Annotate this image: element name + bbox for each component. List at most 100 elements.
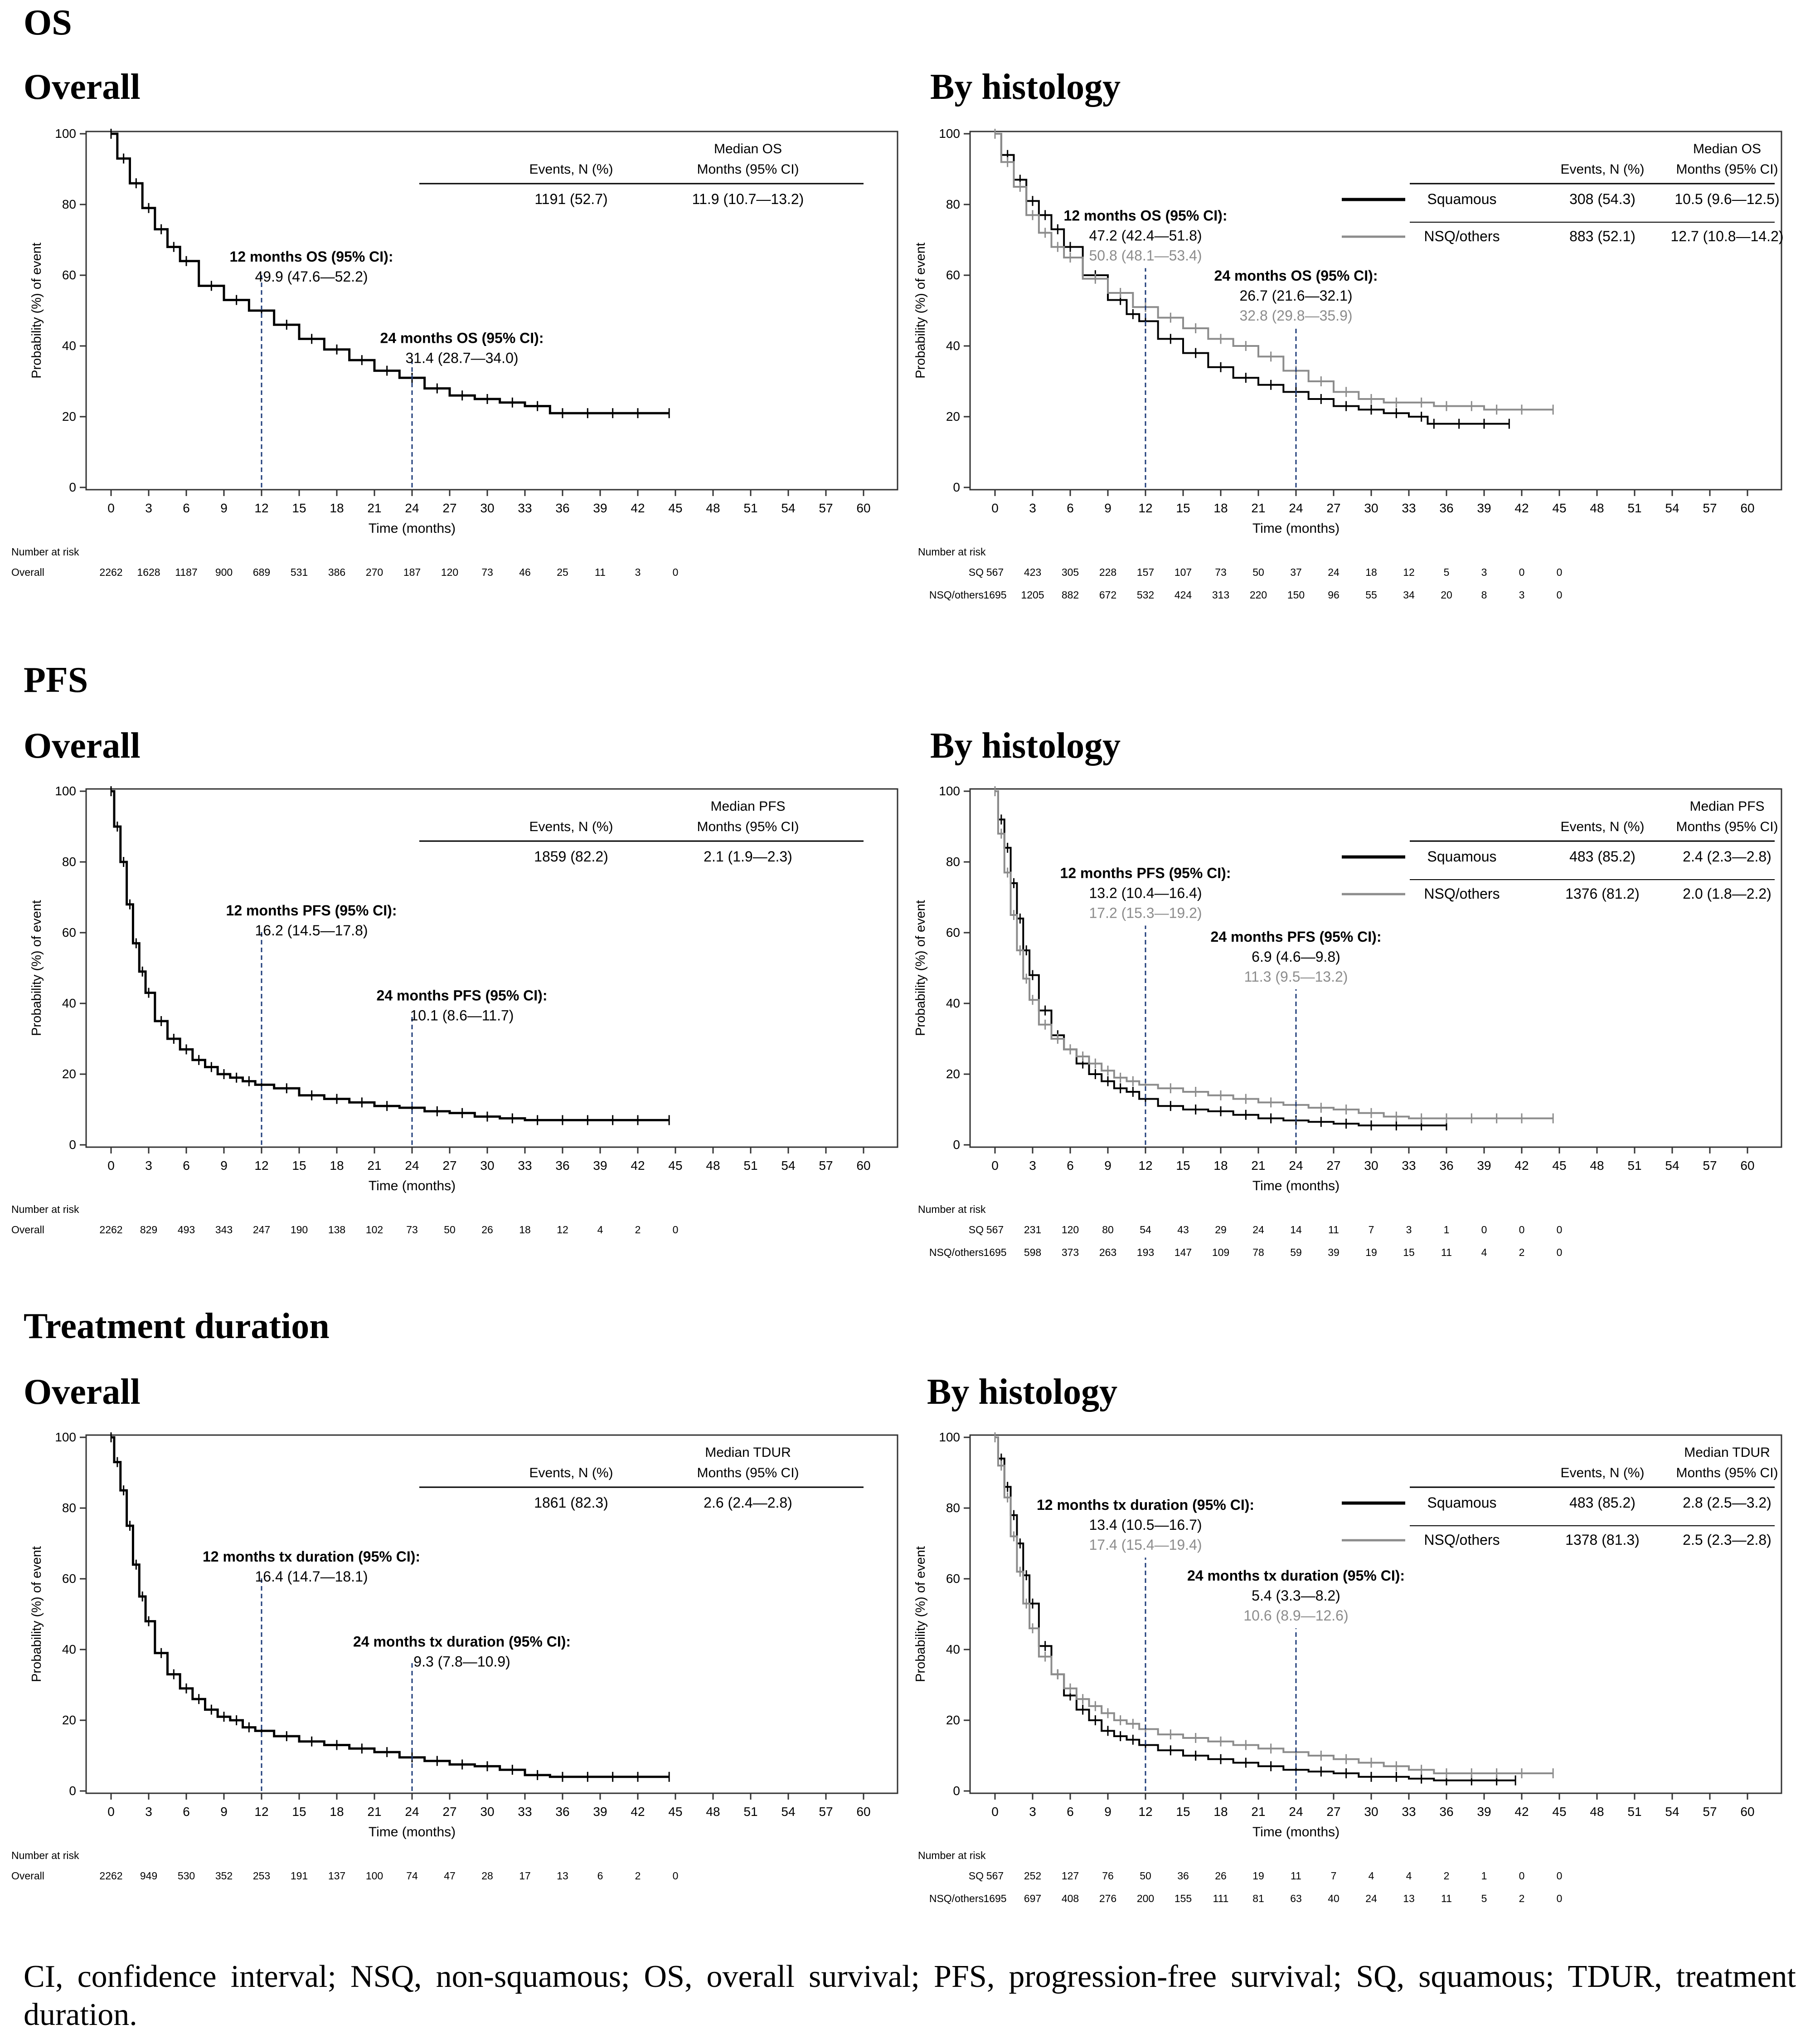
x-tick-label: 36 [1439,501,1453,515]
legend-label: Squamous [1427,848,1497,865]
marker-value: 16.2 (14.5—17.8) [255,922,368,939]
section-title-os: OS [24,3,72,43]
marker-label: 24 months OS (95% CI): [1214,268,1378,284]
risk-value: 697 [1024,1893,1041,1904]
x-axis-label: Time (months) [369,521,456,536]
risk-row-label: SQ [969,1870,984,1882]
events-header: Events, N (%) [529,1465,613,1480]
marker-value: 10.1 (8.6—11.7) [410,1007,514,1023]
risk-value: 37 [1290,566,1302,578]
x-tick-label: 9 [220,1158,228,1173]
x-tick-label: 42 [631,1158,645,1173]
marker-value: 49.9 (47.6—52.2) [255,268,368,285]
risk-table-title: Number at risk [918,546,986,558]
risk-value: 228 [1099,566,1116,578]
risk-value: 2262 [99,1870,122,1882]
marker-value: 17.2 (15.3—19.2) [1089,905,1202,921]
risk-value: 25 [557,566,568,578]
marker-label: 12 months tx duration (95% CI): [203,1548,420,1565]
risk-value: 127 [1062,1870,1079,1882]
x-tick-label: 48 [706,1805,720,1819]
y-tick-label: 100 [55,127,76,141]
marker-label: 24 months OS (95% CI): [380,330,544,346]
events-header: Events, N (%) [529,819,613,834]
x-tick-label: 12 [1138,1158,1152,1173]
x-tick-label: 12 [254,501,268,515]
risk-value: 900 [215,566,233,578]
marker-value: 17.4 (15.4—19.4) [1089,1537,1202,1553]
x-tick-label: 6 [1067,1158,1074,1173]
risk-value: 50 [1252,566,1264,578]
x-tick-label: 48 [706,501,720,515]
risk-value: 190 [291,1224,308,1236]
y-tick-label: 80 [946,1501,960,1515]
x-tick-label: 18 [330,1805,344,1819]
risk-value: 567 [986,1224,1004,1236]
median-header: Median OS [714,141,782,156]
median-header: Median PFS [1689,799,1764,814]
x-axis-label: Time (months) [369,1825,456,1840]
risk-value: 1 [1444,1224,1450,1236]
y-tick-label: 20 [62,409,76,423]
y-axis-label: Probability (%) of event [913,243,928,379]
events-value: 1376 (81.2) [1565,886,1640,902]
x-tick-label: 30 [1364,1805,1378,1819]
x-tick-label: 33 [518,1158,532,1173]
legend-label: Squamous [1427,1494,1497,1511]
x-tick-label: 9 [1104,501,1111,515]
events-header: Events, N (%) [529,162,613,177]
x-tick-label: 42 [1514,1158,1529,1173]
y-tick-label: 60 [62,1572,76,1586]
x-tick-label: 3 [1029,501,1036,515]
risk-value: 408 [1062,1893,1079,1904]
median-header: Median TDUR [1684,1445,1770,1460]
risk-value: 0 [673,566,679,578]
km-curve-overall [111,790,670,1121]
marker-value: 6.9 (4.6—9.8) [1252,949,1340,965]
risk-value: 155 [1175,1893,1192,1904]
y-tick-label: 60 [62,268,76,282]
risk-value: 386 [328,566,345,578]
y-tick-label: 100 [939,784,960,798]
risk-value: 13 [557,1870,568,1882]
x-tick-label: 33 [1402,501,1416,515]
x-tick-label: 36 [555,1805,569,1819]
risk-value: 73 [1215,566,1227,578]
events-value: 1859 (82.2) [534,848,608,865]
median-value: 2.0 (1.8—2.2) [1683,886,1771,902]
risk-value: 11 [1441,1893,1452,1904]
risk-value: 107 [1175,566,1192,578]
marker-value: 31.4 (28.7—34.0) [405,350,518,366]
x-tick-label: 42 [1514,501,1529,515]
risk-value: 829 [140,1224,157,1236]
marker-label: 12 months PFS (95% CI): [1060,865,1231,881]
marker-value: 10.6 (8.9—12.6) [1243,1607,1348,1624]
risk-value: 252 [1024,1870,1041,1882]
x-tick-label: 51 [1627,1158,1641,1173]
y-tick-label: 0 [953,1784,960,1798]
y-tick-label: 0 [69,1784,76,1798]
x-tick-label: 54 [781,1158,795,1173]
risk-value: 352 [215,1870,233,1882]
risk-value: 531 [291,566,308,578]
risk-value: 15 [1403,1246,1415,1258]
events-header: Events, N (%) [1560,1465,1644,1480]
x-tick-label: 21 [1251,501,1265,515]
risk-value: 4 [597,1224,603,1236]
marker-value: 13.2 (10.4—16.4) [1089,885,1202,901]
plot-frame [969,131,1782,491]
plot-frame [85,131,898,491]
x-tick-label: 9 [220,1805,228,1819]
x-tick-label: 0 [991,1158,999,1173]
events-value: 308 (54.3) [1569,191,1636,207]
risk-value: 39 [1328,1246,1340,1258]
median-subheader: Months (95% CI) [697,819,799,834]
x-tick-label: 15 [1176,1158,1190,1173]
y-axis-label: Probability (%) of event [29,243,44,379]
x-tick-label: 21 [367,1158,381,1173]
marker-value: 50.8 (48.1—53.4) [1089,247,1202,263]
